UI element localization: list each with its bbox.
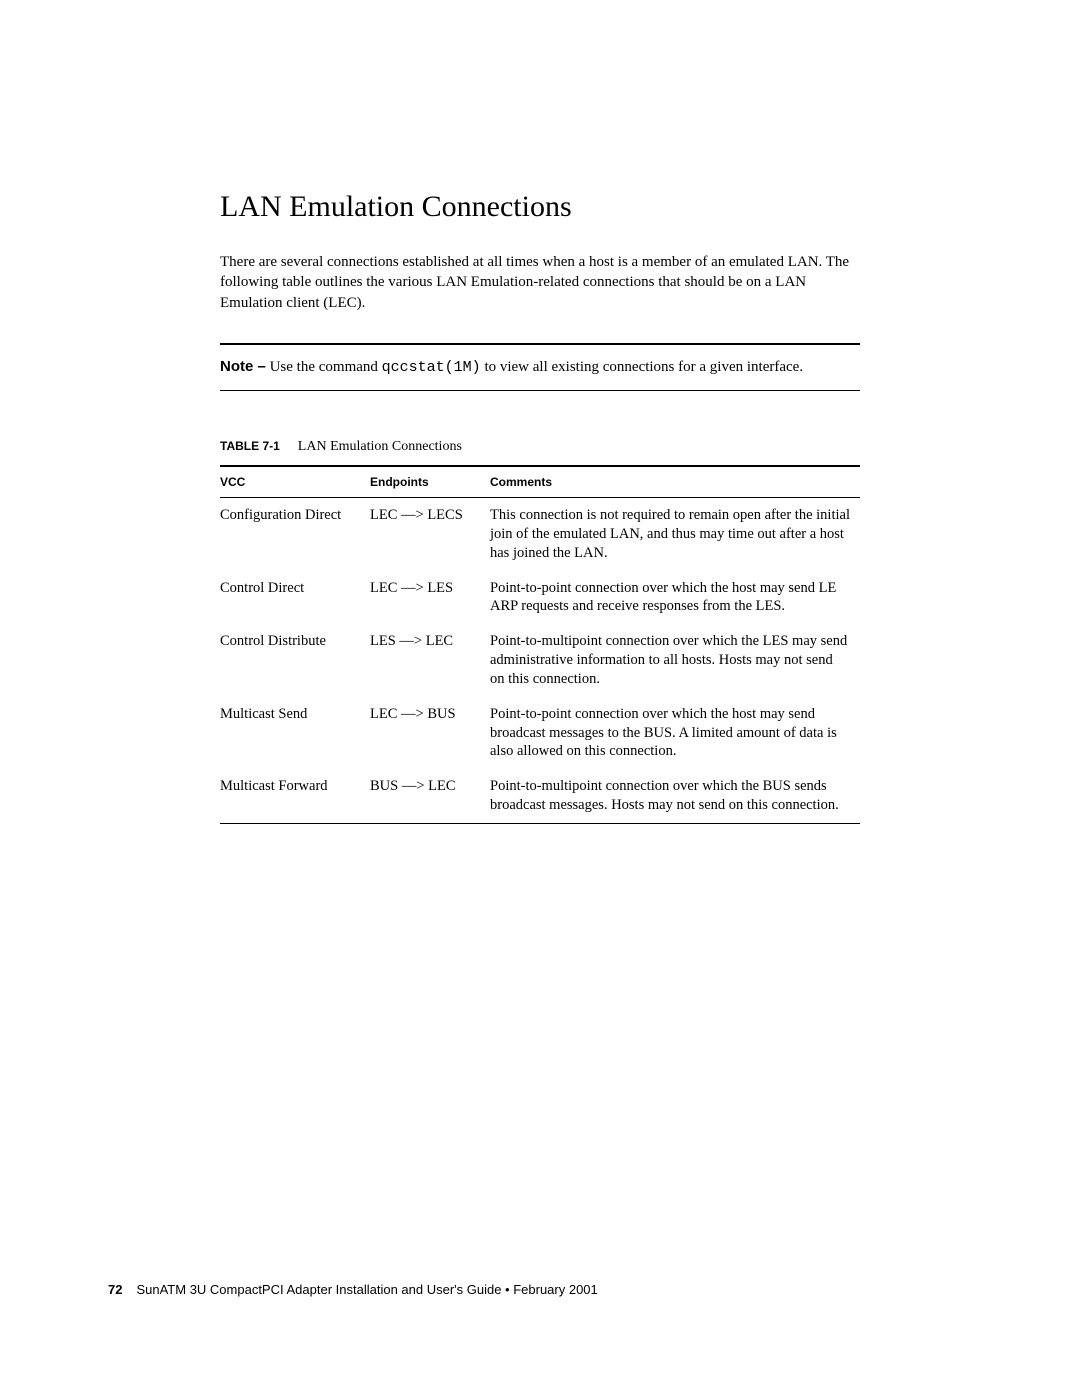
table-row: Multicast Forward BUS —> LEC Point-to-mu… [220, 769, 860, 823]
cell-vcc: Multicast Send [220, 697, 370, 770]
note-command: qccstat(1M) [382, 359, 481, 376]
note-label: Note – [220, 358, 266, 375]
cell-vcc: Multicast Forward [220, 769, 370, 823]
note-after: to view all existing connections for a g… [481, 359, 803, 375]
table-caption-text: LAN Emulation Connections [298, 439, 462, 454]
table-row: Configuration Direct LEC —> LECS This co… [220, 498, 860, 571]
cell-comments: This connection is not required to remai… [490, 498, 860, 571]
footer-text: SunATM 3U CompactPCI Adapter Installatio… [136, 1282, 597, 1297]
page-content: LAN Emulation Connections There are seve… [0, 0, 1080, 824]
table-caption: TABLE 7-1 LAN Emulation Connections [220, 439, 860, 455]
table-row: Control Distribute LES —> LEC Point-to-m… [220, 624, 860, 697]
cell-comments: Point-to-multipoint connection over whic… [490, 769, 860, 823]
intro-paragraph: There are several connections establishe… [220, 252, 860, 313]
table-header-vcc: VCC [220, 466, 370, 498]
table-header-row: VCC Endpoints Comments [220, 466, 860, 498]
cell-vcc: Control Distribute [220, 624, 370, 697]
cell-vcc: Configuration Direct [220, 498, 370, 571]
cell-endpoints: LEC —> LECS [370, 498, 490, 571]
cell-vcc: Control Direct [220, 571, 370, 625]
section-heading: LAN Emulation Connections [220, 190, 860, 224]
table-header-comments: Comments [490, 466, 860, 498]
table-row: Multicast Send LEC —> BUS Point-to-point… [220, 697, 860, 770]
cell-comments: Point-to-point connection over which the… [490, 697, 860, 770]
note-block: Note – Use the command qccstat(1M) to vi… [220, 343, 860, 391]
page-footer: 72 SunATM 3U CompactPCI Adapter Installat… [108, 1282, 598, 1297]
page-number: 72 [108, 1282, 122, 1297]
table-row: Control Direct LEC —> LES Point-to-point… [220, 571, 860, 625]
connections-table: VCC Endpoints Comments Configuration Dir… [220, 465, 860, 824]
note-before: Use the command [266, 359, 382, 375]
cell-endpoints: BUS —> LEC [370, 769, 490, 823]
cell-endpoints: LES —> LEC [370, 624, 490, 697]
table-header-endpoints: Endpoints [370, 466, 490, 498]
note-text: Note – Use the command qccstat(1M) to vi… [220, 357, 860, 378]
table-caption-label: TABLE 7-1 [220, 439, 280, 453]
cell-endpoints: LEC —> LES [370, 571, 490, 625]
cell-comments: Point-to-point connection over which the… [490, 571, 860, 625]
cell-endpoints: LEC —> BUS [370, 697, 490, 770]
cell-comments: Point-to-multipoint connection over whic… [490, 624, 860, 697]
